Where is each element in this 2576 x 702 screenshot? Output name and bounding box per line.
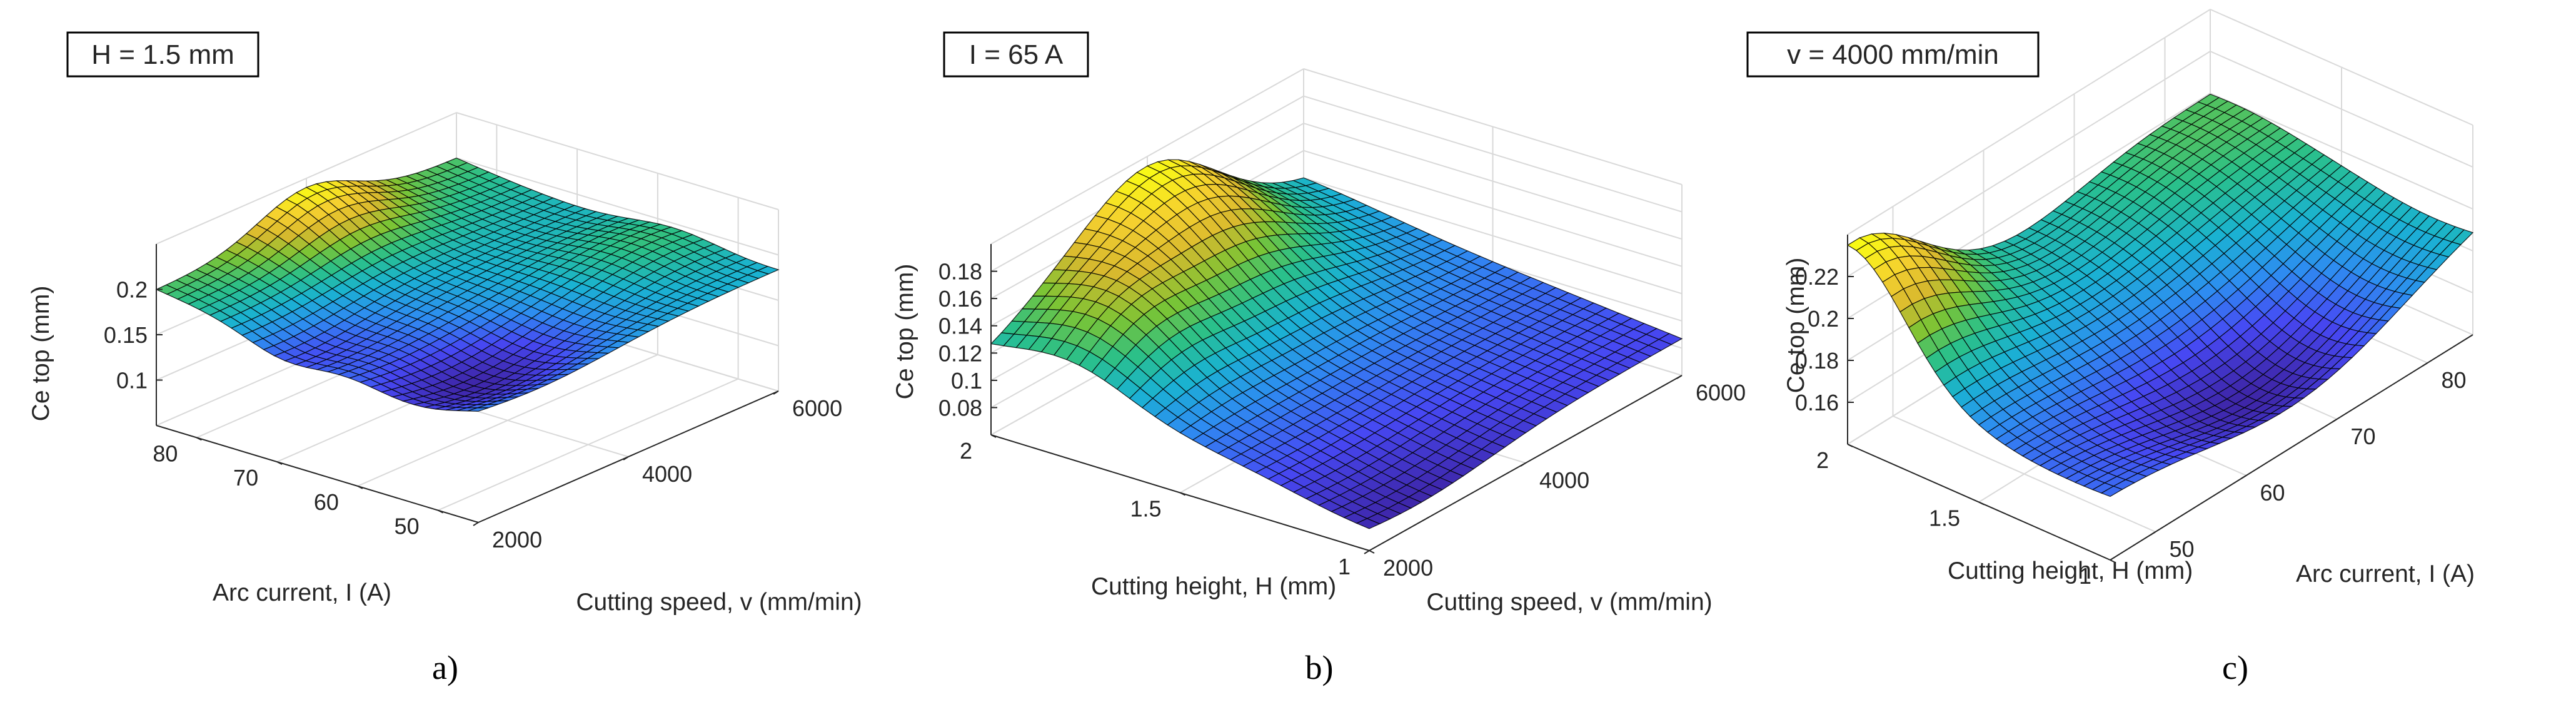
- surface-patch: [467, 407, 489, 412]
- y-tick-mark: [2422, 362, 2428, 367]
- x-tick-label: 1: [2079, 563, 2091, 589]
- x-tick-mark: [196, 437, 202, 441]
- x-tick-mark: [276, 461, 283, 465]
- z-tick-label: 0.08: [938, 395, 982, 420]
- y-tick-label: 4000: [642, 461, 692, 487]
- z-tick-label: 0.15: [104, 322, 148, 348]
- panel-c: 1 1.5 2 50 60 70 80 0.16 0.18 0.2 0.22 Cutting heig…: [1746, 9, 2475, 686]
- condition-box: [943, 31, 1089, 78]
- x-axis-label: Cutting height, H (mm): [1091, 573, 1336, 600]
- y-axis-line: [2110, 334, 2473, 561]
- x-tick-label: 1.5: [1130, 496, 1161, 522]
- z-tick-label: 0.16: [938, 286, 982, 312]
- x-tick-mark: [357, 486, 363, 489]
- condition-label: v = 4000 mm/min: [1787, 39, 1999, 70]
- y-gridline: [1893, 415, 2156, 532]
- z-tick-label: 0.12: [938, 340, 982, 366]
- x-tick-label: 2: [960, 438, 972, 464]
- surface: [1846, 93, 2474, 497]
- y-tick-mark: [623, 456, 629, 460]
- panel-caption: a): [432, 649, 458, 686]
- y-tick-label: 60: [2260, 480, 2285, 506]
- x-tick-mark: [1847, 444, 1853, 447]
- y-tick-label: 6000: [1696, 380, 1746, 405]
- y-tick-mark: [2240, 475, 2247, 479]
- x-tick-mark: [990, 434, 997, 438]
- condition-box: [1746, 31, 2040, 78]
- x-tick-mark: [438, 509, 444, 514]
- grid-edge: [1847, 9, 2211, 235]
- y-tick-mark: [773, 390, 779, 395]
- y-tick-label: 6000: [792, 395, 842, 421]
- z-tick-label: 0.2: [116, 277, 148, 303]
- x-tick-label: 1: [1338, 554, 1351, 579]
- y-tick-mark: [1520, 462, 1526, 467]
- panel-caption: b): [1306, 649, 1334, 686]
- z-tick-label: 0.18: [938, 259, 982, 285]
- x-axis-label: Cutting height, H (mm): [1948, 557, 2193, 584]
- y-tick-label: 50: [2170, 536, 2195, 562]
- z-tick-label: 0.22: [1795, 264, 1839, 290]
- x-tick-label: 1.5: [1929, 506, 1960, 531]
- x-tick-label: 50: [395, 514, 420, 539]
- z-tick-label: 0.18: [1795, 348, 1839, 374]
- panel-a: 50 60 70 80 2000 4000 6000 0.1 0.15 0.2 Arc curren…: [28, 31, 862, 686]
- x-axis-label: Arc current, I (A): [213, 579, 391, 606]
- z-axis-label: Ce top (mm): [892, 264, 918, 400]
- z-tick-label: 0.1: [951, 368, 982, 394]
- axes: [156, 244, 779, 526]
- y-tick-label: 2000: [492, 527, 542, 552]
- y-tick-mark: [473, 522, 479, 526]
- y-tick-label: 2000: [1383, 555, 1433, 581]
- surface-patch: [2100, 486, 2123, 497]
- surface: [990, 159, 1683, 529]
- surface: [155, 157, 780, 412]
- axes: [1847, 235, 2473, 563]
- y-tick-mark: [1676, 375, 1683, 379]
- x-tick-label: 80: [153, 440, 178, 466]
- condition-box: [66, 31, 259, 78]
- x-tick-mark: [1180, 492, 1185, 496]
- y-tick-mark: [2331, 419, 2338, 423]
- y-tick-mark: [1364, 550, 1370, 554]
- z-tick-label: 0.16: [1795, 390, 1839, 415]
- condition-label: I = 65 A: [969, 39, 1064, 70]
- panel-b: 1 1.5 2 2000 4000 6000 0.080.10.120.140.160.18…: [892, 31, 1746, 686]
- y-tick-label: 70: [2351, 424, 2376, 449]
- z-tick-label: 0.14: [938, 313, 982, 339]
- x-tick-label: 2: [1816, 447, 1829, 473]
- condition-label: H = 1.5 mm: [91, 39, 234, 70]
- y-tick-label: 4000: [1539, 467, 1589, 493]
- x-axis-line: [156, 425, 479, 523]
- x-tick-label: 70: [233, 465, 258, 491]
- x-tick-mark: [1978, 501, 1985, 506]
- z-axis-label: Ce top (mm): [1783, 258, 1809, 394]
- x-tick-mark: [2110, 559, 2116, 563]
- y-axis-label: Arc current, I (A): [2296, 561, 2475, 588]
- y-tick-mark: [2150, 531, 2156, 536]
- y-axis-label: Cutting speed, v (mm/min): [576, 589, 862, 616]
- y-axis-label: Cutting speed, v (mm/min): [1426, 589, 1712, 616]
- surface-patch: [1356, 518, 1381, 529]
- z-tick-label: 0.1: [116, 368, 148, 394]
- y-tick-label: 80: [2442, 367, 2467, 393]
- z-tick-label: 0.2: [1808, 306, 1839, 332]
- x-tick-mark: [1369, 550, 1375, 554]
- z-gridline: [456, 157, 779, 256]
- x-tick-label: 60: [314, 489, 339, 515]
- axes: [990, 244, 1683, 554]
- panel-caption: c): [2222, 649, 2248, 686]
- grid-edge: [456, 112, 779, 210]
- z-axis-label: Ce top (mm): [28, 286, 54, 422]
